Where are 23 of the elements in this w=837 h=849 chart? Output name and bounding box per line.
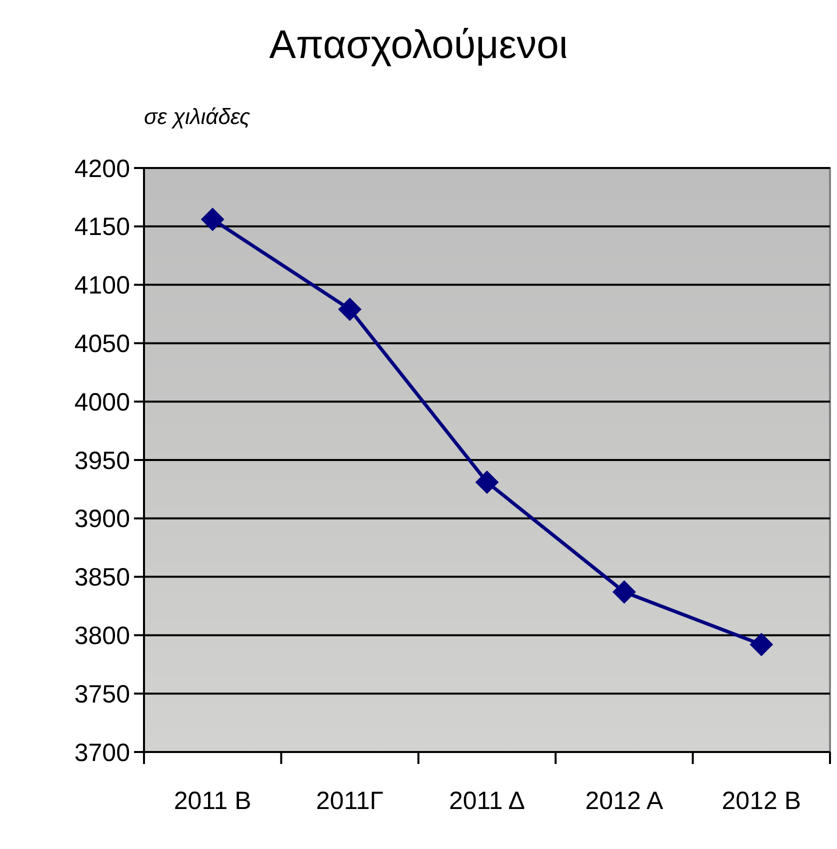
y-axis-title: σε χιλιάδες: [144, 104, 251, 129]
y-tick-label: 4100: [74, 272, 130, 300]
y-tick-label: 3950: [74, 446, 130, 475]
y-tick-label: 3900: [74, 505, 130, 534]
point: [750, 633, 773, 656]
y-tick-label: 4000: [74, 388, 130, 416]
chart-title: Απασχολούμενοι: [269, 23, 568, 67]
y-tick-label: 4150: [74, 213, 130, 242]
y-tick-label: 4200: [74, 154, 130, 183]
y-tick-label: 3750: [74, 680, 130, 708]
x-tick-label: 2011 Β: [174, 787, 252, 815]
point: [201, 208, 224, 231]
x-tick-label: 2011 Δ: [448, 787, 526, 815]
y-tick-label: 3700: [74, 738, 130, 767]
point: [612, 580, 636, 604]
y-tick-label: 3800: [74, 622, 130, 650]
x-tick-label: 2011Γ: [316, 787, 384, 815]
x-tick-label: 2012 Α: [585, 787, 664, 815]
y-tick-label: 4050: [74, 330, 130, 358]
point: [338, 298, 362, 321]
x-tick-label: 2012 Β: [722, 787, 802, 815]
point: [476, 470, 498, 494]
y-tick-label: 3850: [74, 564, 130, 592]
